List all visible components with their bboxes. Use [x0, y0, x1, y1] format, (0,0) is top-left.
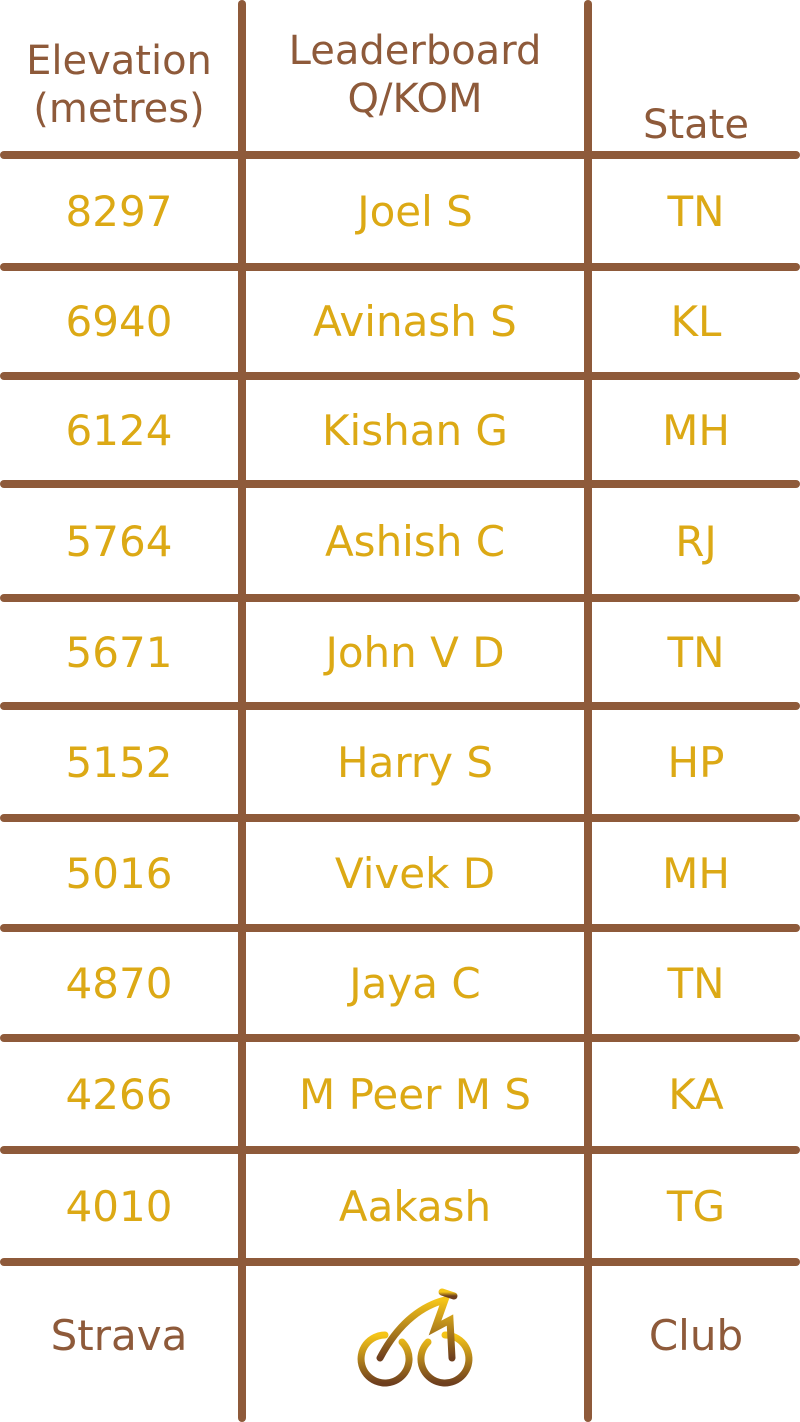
cell-name: John V D: [325, 627, 505, 677]
row-divider: [0, 814, 800, 822]
cell-elevation: 5016: [65, 848, 173, 898]
bicycle-icon: [246, 1270, 584, 1400]
cell-state: KA: [668, 1069, 724, 1119]
cell-elevation: 5671: [65, 627, 173, 677]
row-divider: [0, 594, 800, 602]
cell-state: RJ: [675, 516, 717, 566]
footer-club: Club: [648, 1310, 744, 1360]
cell-state: TN: [667, 186, 725, 236]
cell-state: TN: [667, 627, 725, 677]
cell-name: Joel S: [357, 186, 473, 236]
cell-elevation: 8297: [65, 186, 173, 236]
cell-name: Vivek D: [334, 848, 496, 898]
cell-state: MH: [662, 848, 730, 898]
cell-state: KL: [670, 297, 722, 346]
row-divider: [0, 151, 800, 159]
header-elevation: Elevation (metres): [26, 38, 212, 132]
cell-elevation: 4266: [65, 1069, 173, 1119]
cell-state: TN: [667, 958, 725, 1008]
cell-name: Harry S: [337, 737, 493, 787]
column-divider: [584, 0, 592, 1422]
row-divider: [0, 1034, 800, 1042]
row-divider: [0, 480, 800, 488]
cell-name: Avinash S: [313, 297, 517, 346]
footer-strava: Strava: [50, 1310, 188, 1360]
row-divider: [0, 702, 800, 710]
cell-elevation: 6124: [65, 405, 173, 455]
row-divider: [0, 924, 800, 932]
row-divider: [0, 372, 800, 380]
cell-elevation: 6940: [65, 297, 173, 346]
cell-state: HP: [667, 737, 725, 787]
cell-name: Jaya C: [349, 958, 481, 1008]
cell-name: M Peer M S: [299, 1069, 531, 1119]
cell-elevation: 5152: [65, 737, 173, 787]
cell-state: TG: [666, 1181, 726, 1231]
header-state: State: [643, 102, 749, 148]
row-divider: [0, 263, 800, 271]
header-leaderboard: Leaderboard Q/KOM: [288, 28, 542, 122]
cell-elevation: 4870: [65, 958, 173, 1008]
column-divider: [238, 0, 246, 1422]
cell-name: Kishan G: [322, 405, 508, 455]
row-divider: [0, 1146, 800, 1154]
row-divider: [0, 1258, 800, 1266]
cell-elevation: 4010: [65, 1181, 173, 1231]
cell-name: Aakash: [338, 1181, 492, 1231]
cell-state: MH: [662, 405, 730, 455]
cell-name: Ashish C: [324, 516, 506, 566]
cell-elevation: 5764: [65, 516, 173, 566]
